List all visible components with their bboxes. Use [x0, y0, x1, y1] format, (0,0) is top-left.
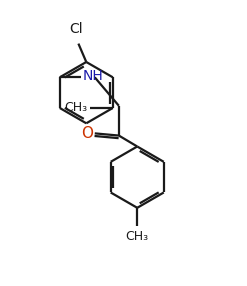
Text: CH₃: CH₃ — [126, 230, 149, 243]
Text: Cl: Cl — [69, 22, 83, 36]
Text: O: O — [81, 126, 93, 141]
Text: CH₃: CH₃ — [65, 102, 88, 114]
Text: NH: NH — [83, 69, 104, 84]
